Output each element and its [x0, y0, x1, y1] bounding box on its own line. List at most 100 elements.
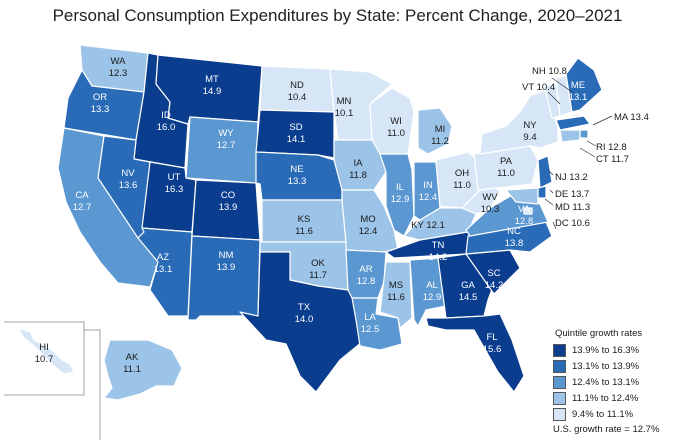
legend-row: 12.4% to 13.1%	[553, 374, 673, 390]
state-value: 12.8	[357, 276, 376, 287]
state-ak	[103, 339, 183, 401]
legend: Quintile growth rates 13.9% to 16.3% 13.…	[553, 328, 673, 435]
state-callout: NJ 13.2	[555, 172, 588, 183]
state-abbr: PA	[500, 156, 513, 167]
state-value: 14.2	[485, 280, 504, 291]
state-abbr: TN	[432, 240, 445, 251]
map-title: Personal Consumption Expenditures by Sta…	[52, 6, 623, 25]
state-value: 13.3	[288, 176, 307, 187]
state-abbr: ME	[571, 80, 585, 91]
state-value: 14.9	[203, 86, 222, 97]
state-abbr: IL	[396, 182, 404, 193]
state-abbr: IA	[354, 158, 364, 169]
state-value: 13.9	[219, 202, 238, 213]
state-abbr: GA	[461, 280, 475, 291]
state-value: 13.8	[505, 238, 524, 249]
state-abbr: MN	[337, 96, 352, 107]
state-value: 11.6	[295, 226, 313, 237]
state-mi	[417, 107, 453, 155]
state-abbr: VA	[518, 204, 531, 215]
state-abbr: AZ	[157, 252, 169, 263]
state-tx	[239, 251, 363, 393]
state-abbr: HI	[39, 342, 49, 353]
state-callout: VT 10.4	[522, 82, 555, 93]
legend-label: 9.4% to 11.1%	[572, 408, 634, 420]
state-abbr: MT	[205, 74, 219, 85]
us-growth-note: U.S. growth rate = 12.7%	[553, 424, 660, 435]
state-callout: CT 11.7	[596, 154, 629, 165]
state-callout: NH 10.8	[532, 66, 567, 77]
state-abbr: SC	[487, 268, 500, 279]
state-value: 10.4	[288, 92, 307, 103]
legend-row: 13.1% to 13.9%	[553, 358, 673, 374]
legend-swatch	[553, 343, 566, 357]
state-abbr: WY	[218, 128, 234, 139]
state-abbr: KS	[298, 214, 311, 225]
state-value: 10.3	[481, 204, 500, 215]
state-value: 9.4	[523, 132, 536, 143]
state-abbr: LA	[364, 312, 376, 323]
legend-title: Quintile growth rates	[555, 328, 643, 339]
state-value: 12.8	[515, 216, 534, 227]
state-value: 13.3	[91, 104, 110, 115]
state-de	[537, 185, 547, 199]
legend-row: 9.4% to 11.1%	[553, 406, 673, 422]
state-value: 14.0	[295, 314, 314, 325]
state-wi	[369, 87, 415, 155]
state-abbr: MI	[435, 124, 446, 135]
state-abbr: AR	[359, 264, 372, 275]
state-abbr: ND	[290, 80, 304, 91]
state-value: 11.7	[309, 270, 327, 281]
legend-row: 13.9% to 16.3%	[553, 342, 673, 358]
state-ny	[479, 89, 559, 155]
legend-label: 12.4% to 13.1%	[572, 376, 640, 388]
state-callout: DE 13.7	[555, 189, 589, 200]
state-value: 14.5	[459, 292, 478, 303]
state-value: 12.9	[391, 194, 410, 205]
state-abbr: NY	[523, 120, 537, 131]
state-abbr: NV	[121, 168, 135, 179]
legend-swatch	[553, 375, 566, 389]
state-me	[565, 57, 603, 113]
state-value: 11.2	[431, 136, 449, 147]
state-abbr: NE	[290, 164, 303, 175]
state-abbr: WV	[482, 192, 498, 203]
state-value: 13.6	[119, 180, 138, 191]
state-abbr: TX	[298, 302, 311, 313]
state-value: 16.0	[157, 122, 176, 133]
legend-swatch	[553, 407, 566, 421]
state-abbr: SD	[289, 122, 302, 133]
state-callout: MA 13.4	[614, 112, 649, 123]
state-abbr: NM	[219, 250, 234, 261]
state-ri	[579, 129, 589, 139]
legend-label: 11.1% to 12.4%	[572, 392, 639, 404]
state-wv	[461, 181, 501, 215]
state-value: 13.1	[154, 264, 173, 275]
state-value: 14.1	[287, 134, 306, 145]
state-abbr: OR	[93, 92, 107, 103]
state-value: 13.9	[217, 262, 236, 273]
alaska-inset-frame	[84, 329, 101, 440]
state-abbr: ID	[161, 110, 171, 121]
state-abbr: UT	[168, 172, 181, 183]
state-abbr: AL	[426, 280, 438, 291]
state-callout: DC 10.6	[555, 218, 590, 229]
state-abbr: OH	[455, 168, 469, 179]
state-abbr: CO	[221, 190, 235, 201]
state-abbr: WA	[111, 56, 127, 67]
state-value: 12.4	[359, 226, 378, 237]
legend-swatch	[553, 359, 566, 373]
state-la	[351, 297, 403, 351]
legend-label: 13.9% to 16.3%	[572, 344, 640, 356]
state-value: 10.7	[35, 354, 54, 365]
state-ma	[555, 115, 591, 131]
state-abbr: IN	[423, 180, 433, 191]
state-value: 16.3	[165, 184, 184, 195]
state-value: 15.6	[483, 344, 502, 355]
state-value: 11.0	[453, 180, 471, 191]
state-callout: KY 12.1	[411, 220, 445, 231]
state-abbr: NC	[507, 226, 521, 237]
state-value: 11.6	[387, 292, 405, 303]
state-abbr: AK	[126, 352, 139, 363]
state-value: 12.3	[109, 68, 128, 79]
